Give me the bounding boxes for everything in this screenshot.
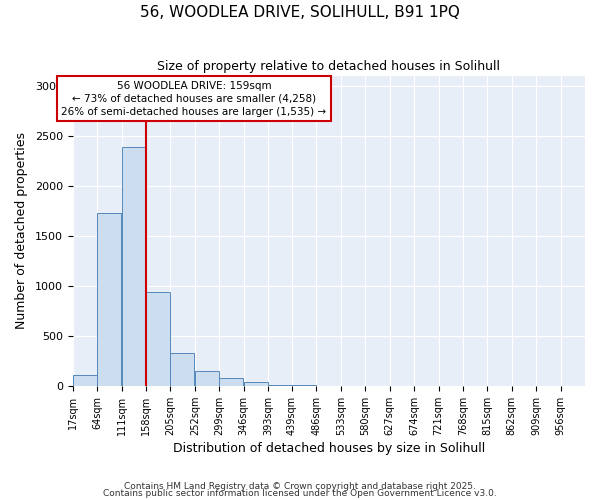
- Bar: [268, 385, 292, 386]
- X-axis label: Distribution of detached houses by size in Solihull: Distribution of detached houses by size …: [173, 442, 485, 455]
- Bar: [73, 375, 97, 386]
- Text: 56 WOODLEA DRIVE: 159sqm
← 73% of detached houses are smaller (4,258)
26% of sem: 56 WOODLEA DRIVE: 159sqm ← 73% of detach…: [61, 80, 326, 117]
- Bar: [195, 371, 219, 386]
- Bar: [146, 292, 170, 386]
- Bar: [170, 353, 194, 386]
- Text: Contains public sector information licensed under the Open Government Licence v3: Contains public sector information licen…: [103, 489, 497, 498]
- Bar: [244, 382, 268, 386]
- Text: Contains HM Land Registry data © Crown copyright and database right 2025.: Contains HM Land Registry data © Crown c…: [124, 482, 476, 491]
- Text: 56, WOODLEA DRIVE, SOLIHULL, B91 1PQ: 56, WOODLEA DRIVE, SOLIHULL, B91 1PQ: [140, 5, 460, 20]
- Bar: [219, 378, 243, 386]
- Bar: [97, 212, 121, 386]
- Title: Size of property relative to detached houses in Solihull: Size of property relative to detached ho…: [157, 60, 500, 73]
- Y-axis label: Number of detached properties: Number of detached properties: [15, 132, 28, 329]
- Bar: [122, 146, 146, 386]
